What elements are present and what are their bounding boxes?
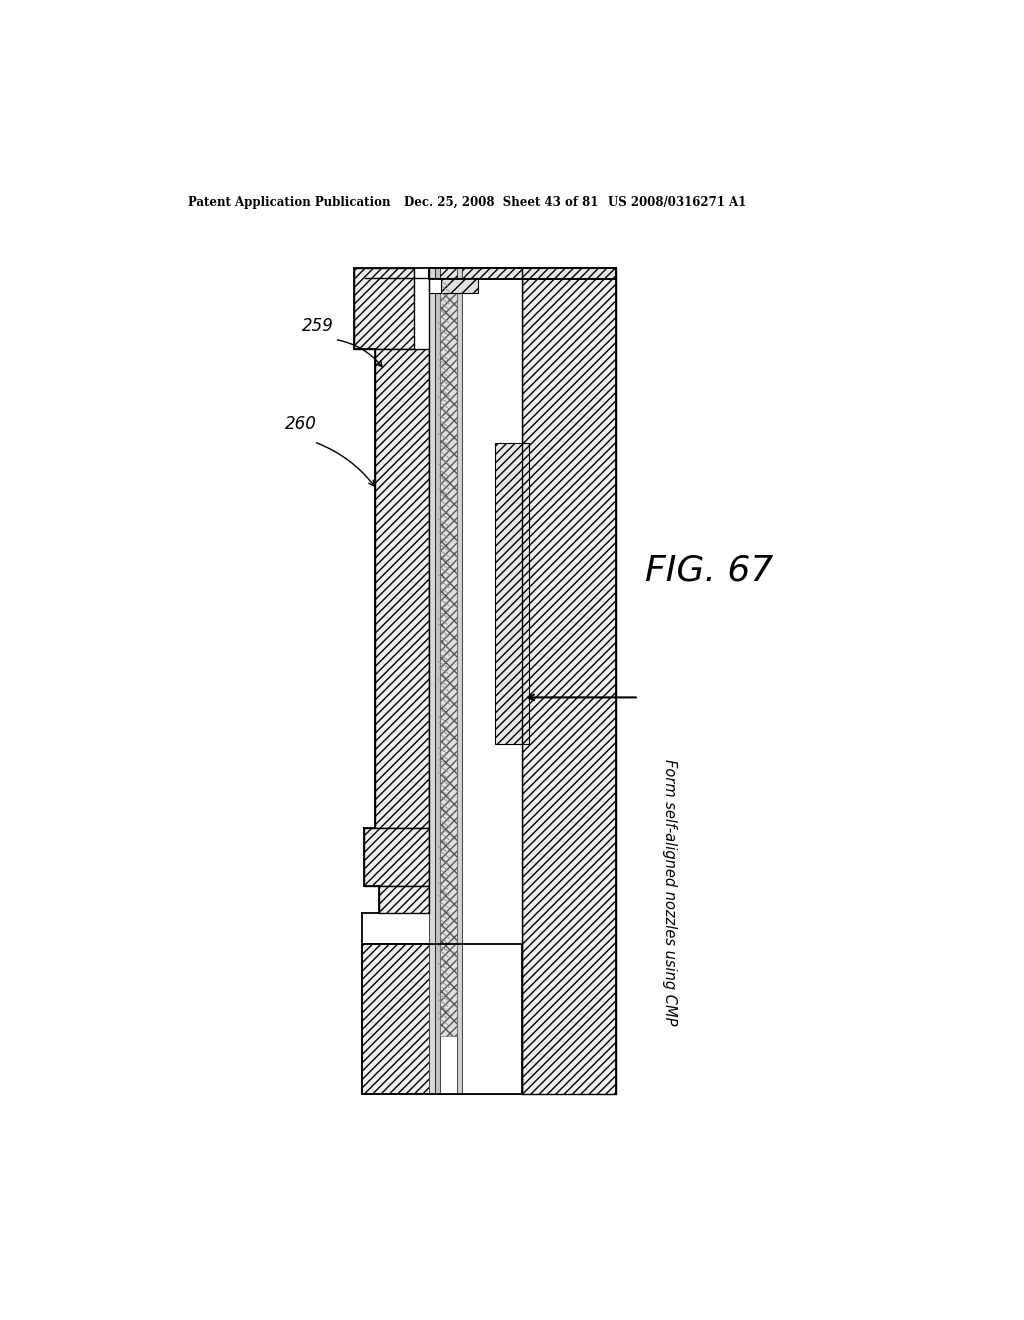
- Text: Patent Application Publication: Patent Application Publication: [188, 195, 391, 209]
- Bar: [521, 268, 615, 1094]
- Bar: [361, 944, 521, 1094]
- Bar: [379, 886, 429, 913]
- Text: FIG. 67: FIG. 67: [645, 553, 773, 587]
- Bar: [495, 444, 529, 743]
- Bar: [429, 268, 521, 1094]
- Text: Form self-aligned nozzles using CMP: Form self-aligned nozzles using CMP: [662, 759, 677, 1026]
- Bar: [354, 268, 414, 350]
- Bar: [429, 268, 435, 1094]
- Text: US 2008/0316271 A1: US 2008/0316271 A1: [608, 195, 746, 209]
- Bar: [429, 277, 441, 293]
- Text: 259: 259: [301, 317, 334, 335]
- Bar: [429, 268, 615, 280]
- Bar: [376, 350, 429, 829]
- Bar: [457, 268, 463, 1094]
- Text: 260: 260: [285, 414, 316, 433]
- Bar: [441, 277, 478, 293]
- Bar: [361, 944, 521, 1094]
- Bar: [364, 829, 429, 886]
- Bar: [429, 268, 615, 280]
- Text: Dec. 25, 2008  Sheet 43 of 81: Dec. 25, 2008 Sheet 43 of 81: [403, 195, 598, 209]
- Bar: [435, 268, 440, 1094]
- Bar: [440, 280, 457, 1036]
